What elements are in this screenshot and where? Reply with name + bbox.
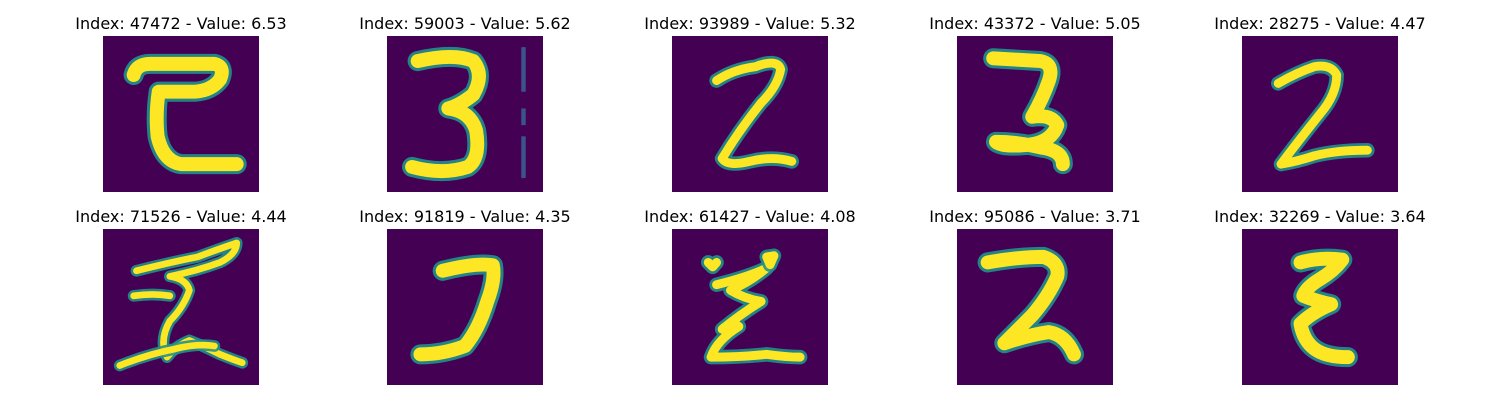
digit-panel-7: Index: 91819 - Value: 4.35 [345,207,585,397]
panel-title: Index: 91819 - Value: 4.35 [359,207,571,226]
panel-title: Index: 71526 - Value: 4.44 [75,207,287,226]
digit-panel-3: Index: 93989 - Value: 5.32 [630,14,870,204]
digit-panel-6: Index: 71526 - Value: 4.44 [61,207,301,397]
panel-title: Index: 28275 - Value: 4.47 [1214,14,1426,33]
digit-image [103,36,259,192]
digit-image [387,229,543,385]
panel-title: Index: 61427 - Value: 4.08 [644,207,856,226]
digit-panel-5: Index: 28275 - Value: 4.47 [1200,14,1440,204]
panel-title: Index: 47472 - Value: 6.53 [75,14,287,33]
digit-image [103,229,259,385]
digit-image [957,36,1113,192]
digit-panel-8: Index: 61427 - Value: 4.08 [630,207,870,397]
digit-image [387,36,543,192]
digit-panel-2: Index: 59003 - Value: 5.62 [345,14,585,204]
panel-title: Index: 93989 - Value: 5.32 [644,14,856,33]
digit-panel-10: Index: 32269 - Value: 3.64 [1200,207,1440,397]
panel-title: Index: 95086 - Value: 3.71 [929,207,1141,226]
digit-image [1242,229,1398,385]
digit-panel-1: Index: 47472 - Value: 6.53 [61,14,301,204]
digit-panel-4: Index: 43372 - Value: 5.05 [915,14,1155,204]
digit-image [672,36,828,192]
panel-title: Index: 32269 - Value: 3.64 [1214,207,1426,226]
digit-panel-9: Index: 95086 - Value: 3.71 [915,207,1155,397]
panel-title: Index: 59003 - Value: 5.62 [359,14,571,33]
digit-image [672,229,828,385]
digit-image [957,229,1113,385]
panel-title: Index: 43372 - Value: 5.05 [929,14,1141,33]
digit-image [1242,36,1398,192]
